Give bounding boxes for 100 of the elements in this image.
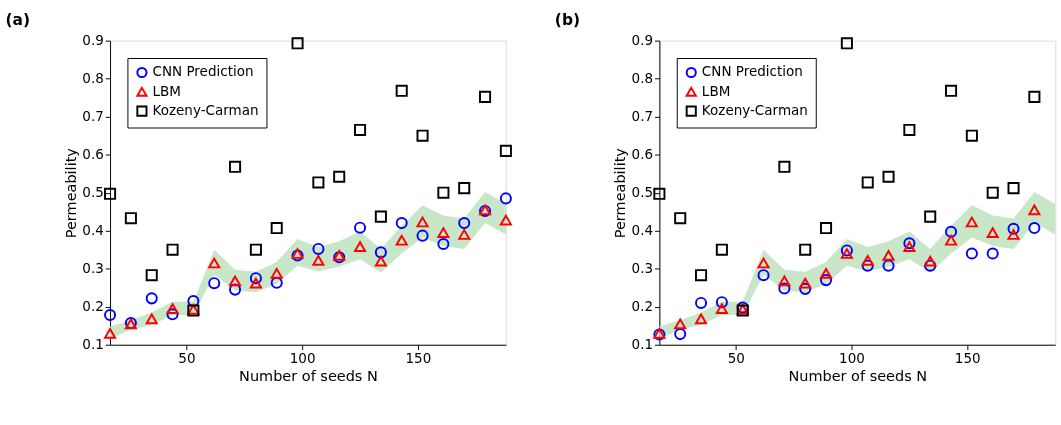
point	[166, 303, 179, 314]
point	[374, 246, 387, 259]
y-tick-label: 0.5	[631, 184, 654, 201]
point	[249, 272, 262, 285]
point	[965, 216, 978, 228]
x-tick-label: 100	[839, 349, 865, 366]
point	[145, 292, 158, 305]
point	[312, 176, 325, 189]
point	[354, 241, 367, 253]
legend-label: Kozeny-Carman	[701, 101, 808, 118]
point	[715, 243, 728, 256]
point	[499, 192, 512, 205]
point	[715, 303, 728, 314]
point	[270, 276, 283, 289]
point	[1028, 222, 1041, 235]
point	[229, 160, 242, 173]
point	[229, 283, 242, 296]
x-axis-title: Number of seeds N	[788, 367, 928, 384]
point	[674, 318, 687, 330]
point	[416, 129, 429, 142]
point	[882, 259, 895, 272]
point	[986, 247, 999, 260]
point	[945, 84, 958, 97]
point	[757, 257, 770, 269]
point	[166, 243, 179, 256]
point	[861, 176, 874, 189]
point	[945, 234, 958, 246]
point	[104, 309, 117, 322]
point	[903, 241, 916, 253]
point	[1028, 204, 1041, 216]
point	[820, 274, 833, 287]
point	[778, 275, 791, 287]
point	[249, 243, 262, 256]
y-tick-label: 0.9	[631, 31, 654, 48]
point	[395, 234, 408, 246]
y-axis-title: Permeability	[611, 147, 628, 239]
point	[395, 217, 408, 230]
point	[229, 275, 242, 287]
point	[499, 144, 512, 157]
point	[499, 214, 512, 226]
point	[395, 84, 408, 97]
point	[145, 313, 158, 325]
point	[840, 37, 853, 50]
y-axis-title: Permeability	[62, 147, 79, 239]
point	[799, 243, 812, 256]
point	[104, 327, 117, 339]
legend-label: LBM	[152, 82, 181, 99]
point	[965, 129, 978, 142]
point	[861, 259, 874, 272]
point	[945, 225, 958, 238]
point	[674, 328, 687, 341]
point	[882, 170, 895, 183]
point	[924, 255, 937, 267]
y-tick-label: 0.4	[631, 222, 654, 239]
point	[653, 187, 666, 200]
point	[208, 277, 221, 290]
point	[374, 255, 387, 267]
point	[820, 267, 833, 279]
legend-label: CNN Prediction	[701, 63, 803, 80]
point	[840, 248, 853, 259]
point	[437, 186, 450, 199]
point	[270, 267, 283, 279]
point	[437, 237, 450, 251]
y-tick-label: 0.8	[82, 69, 104, 86]
y-tick-label: 0.6	[631, 146, 654, 163]
y-tick-label: 0.3	[82, 260, 104, 277]
y-tick-label: 0.2	[82, 298, 104, 315]
legend-label: Kozeny-Carman	[152, 101, 259, 118]
chart-title: (b)	[554, 11, 581, 30]
point	[312, 242, 325, 255]
point	[757, 269, 770, 282]
point	[1028, 90, 1041, 103]
x-tick-label: 100	[289, 349, 316, 366]
point	[1007, 182, 1020, 195]
point	[820, 222, 833, 235]
point	[354, 221, 367, 234]
x-axis-title: Number of seeds N	[239, 367, 378, 384]
point	[354, 123, 367, 136]
point	[695, 296, 708, 309]
point	[458, 182, 471, 195]
x-tick-label: 50	[178, 349, 196, 366]
point	[861, 255, 874, 266]
point	[479, 90, 492, 103]
y-tick-label: 0.3	[631, 260, 654, 277]
y-tick-label: 0.2	[631, 298, 654, 315]
point	[924, 259, 937, 272]
y-tick-label: 0.4	[82, 222, 104, 239]
legend-label: LBM	[701, 82, 731, 99]
point	[458, 229, 471, 240]
y-tick-label: 0.1	[82, 336, 104, 353]
point	[1007, 222, 1020, 235]
point	[882, 250, 895, 261]
x-tick-label: 150	[405, 349, 432, 366]
point	[249, 277, 262, 289]
point	[695, 269, 708, 282]
point	[674, 212, 687, 225]
point	[374, 210, 387, 223]
point	[778, 160, 791, 173]
y-tick-label: 0.8	[631, 69, 654, 86]
y-tick-label: 0.6	[82, 146, 104, 163]
